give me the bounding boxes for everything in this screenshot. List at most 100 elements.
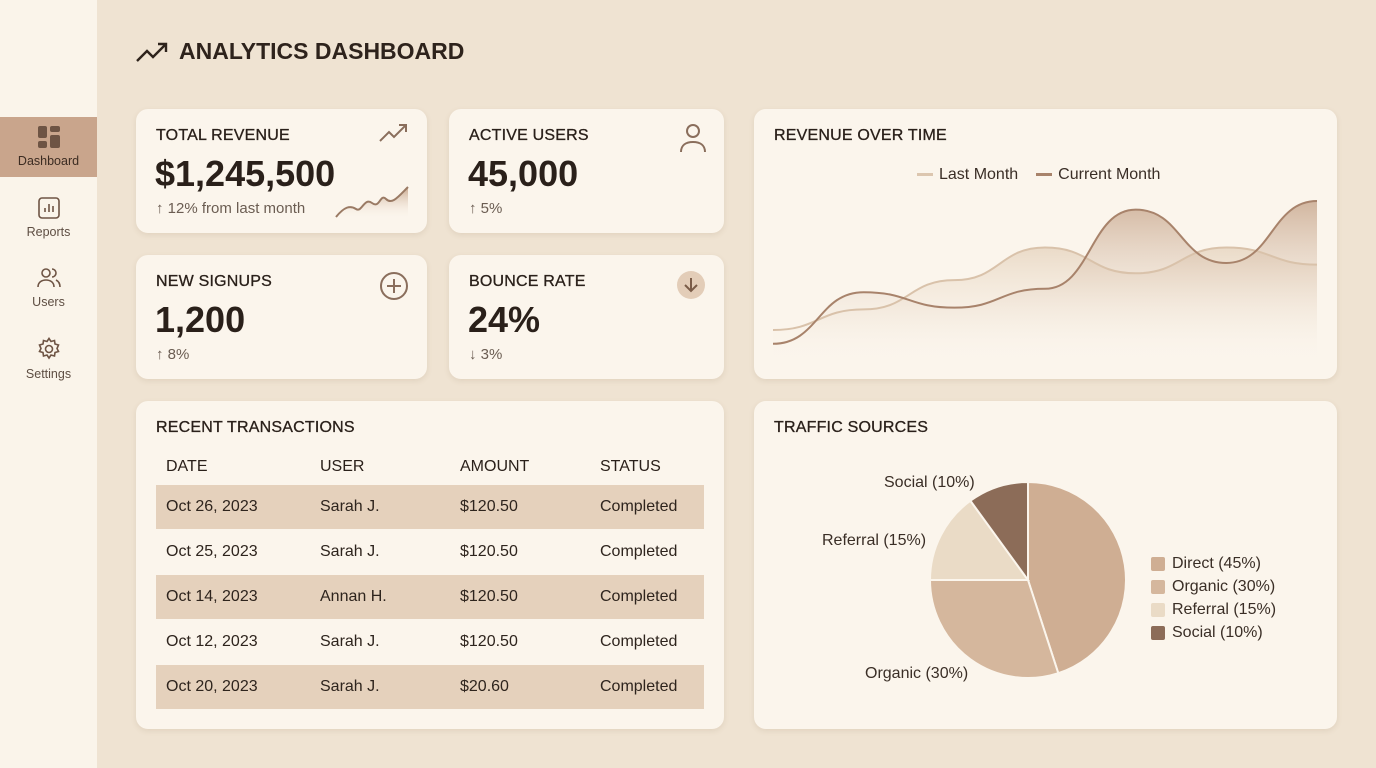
column-header-date: DATE	[166, 458, 208, 475]
cell-user: Sarah J.	[320, 543, 380, 560]
sidebar-item-label: Users	[32, 295, 65, 309]
traffic-pie-chart	[928, 480, 1127, 679]
pie-label-social: Social (10%)	[884, 474, 975, 491]
pie-slice-direct[interactable]	[1027, 480, 1127, 675]
trending-up-icon	[136, 42, 168, 62]
sidebar-item-reports[interactable]: Reports	[0, 188, 97, 248]
series-line-current-month	[772, 200, 1318, 345]
pie-legend: Direct (45%) Organic (30%) Referral (15%) S…	[1151, 552, 1276, 644]
table-row[interactable]: Oct 14, 2023 Annan H. $120.50 Completed	[156, 575, 704, 619]
column-header-status: STATUS	[600, 458, 661, 475]
sidebar: Dashboard Reports Users Settings	[0, 0, 97, 768]
cell-date: Oct 26, 2023	[166, 498, 258, 515]
legend-swatch	[1151, 625, 1165, 640]
kpi-value: 1,200	[155, 299, 246, 340]
kpi-card-total-revenue: TOTAL REVENUE $1,245,500 ↑ 12% from last…	[136, 109, 427, 233]
plus-circle-icon	[380, 272, 408, 300]
cell-amount: $120.50	[460, 588, 518, 605]
gear-icon	[37, 337, 60, 360]
pie-label-organic: Organic (30%)	[865, 665, 969, 682]
legend-item-organic: Organic (30%)	[1151, 575, 1276, 598]
chart-title: REVENUE OVER TIME	[774, 127, 947, 144]
table-row[interactable]: Oct 26, 2023 Sarah J. $120.50 Completed	[156, 485, 704, 529]
legend-item-social: Social (10%)	[1151, 621, 1276, 644]
reports-icon	[37, 197, 60, 219]
cell-user: Annan H.	[320, 588, 387, 605]
pie-label-referral: Referral (15%)	[822, 532, 927, 549]
chart-legend: Last Month Current Month	[917, 166, 1160, 184]
table-row[interactable]: Oct 12, 2023 Sarah J. $120.50 Completed	[156, 620, 704, 664]
sidebar-item-users[interactable]: Users	[0, 258, 97, 318]
sidebar-item-label: Reports	[26, 225, 71, 239]
revenue-chart-card: REVENUE OVER TIME Last Month Current Mon…	[754, 109, 1337, 379]
trending-up-icon	[379, 124, 407, 142]
cell-date: Oct 14, 2023	[166, 588, 258, 605]
sidebar-item-settings[interactable]: Settings	[0, 329, 97, 389]
table-row[interactable]: Oct 25, 2023 Sarah J. $120.50 Completed	[156, 530, 704, 574]
cell-amount: $20.60	[460, 678, 509, 695]
users-icon	[36, 268, 61, 288]
column-header-amount: AMOUNT	[460, 458, 530, 475]
cell-status: Completed	[600, 633, 678, 650]
pie-slice-social[interactable]	[969, 480, 1029, 584]
cell-user: Sarah J.	[320, 678, 380, 695]
legend-item-referral: Referral (15%)	[1151, 598, 1276, 621]
kpi-value: 24%	[468, 299, 541, 340]
series-line-last-month	[772, 246, 1318, 332]
legend-item-direct: Direct (45%)	[1151, 552, 1276, 575]
cell-date: Oct 25, 2023	[166, 543, 258, 560]
cell-date: Oct 20, 2023	[166, 678, 258, 695]
kpi-value: 45,000	[468, 153, 579, 194]
legend-label: Referral (15%)	[1172, 600, 1277, 618]
kpi-label: NEW SIGNUPS	[156, 273, 272, 290]
page-title: ANALYTICS DASHBOARD	[135, 38, 464, 65]
kpi-card-new-signups: NEW SIGNUPS 1,200 ↑ 8%	[136, 255, 427, 379]
legend-current-month: Current Month	[1036, 166, 1160, 184]
cell-amount: $120.50	[460, 498, 518, 515]
legend-swatch	[1151, 579, 1165, 594]
legend-label: Social (10%)	[1172, 623, 1263, 641]
kpi-change: ↑ 8%	[156, 346, 190, 363]
table-row[interactable]: Oct 20, 2023 Sarah J. $20.60 Completed	[156, 665, 704, 709]
kpi-value: $1,245,500	[155, 153, 336, 194]
cell-user: Sarah J.	[320, 498, 380, 515]
user-icon	[680, 124, 706, 153]
sparkline	[335, 186, 409, 219]
chart-title: TRAFFIC SOURCES	[774, 419, 929, 436]
column-header-user: USER	[320, 458, 365, 475]
kpi-change: ↑ 12% from last month	[156, 200, 306, 217]
kpi-label: BOUNCE RATE	[469, 273, 586, 290]
kpi-card-bounce-rate: BOUNCE RATE 24% ↓ 3%	[449, 255, 724, 379]
legend-label: Direct (45%)	[1172, 554, 1261, 572]
cell-status: Completed	[600, 543, 678, 560]
dashboard-icon	[37, 126, 60, 148]
sidebar-item-dashboard[interactable]: Dashboard	[0, 117, 97, 177]
cell-date: Oct 12, 2023	[166, 633, 258, 650]
kpi-card-active-users: ACTIVE USERS 45,000 ↑ 5%	[449, 109, 724, 233]
kpi-label: ACTIVE USERS	[469, 127, 589, 144]
table-title: RECENT TRANSACTIONS	[156, 419, 355, 436]
cell-user: Sarah J.	[320, 633, 380, 650]
sidebar-item-label: Dashboard	[17, 154, 80, 168]
sidebar-item-label: Settings	[25, 367, 72, 381]
cell-status: Completed	[600, 678, 678, 695]
area-fill-1	[773, 201, 1317, 361]
kpi-label: TOTAL REVENUE	[156, 127, 290, 144]
legend-last-month: Last Month	[917, 166, 1018, 184]
page-title-text: ANALYTICS DASHBOARD	[179, 38, 465, 64]
cell-status: Completed	[600, 588, 678, 605]
pie-slice-organic[interactable]	[928, 579, 1060, 679]
cell-amount: $120.50	[460, 543, 518, 560]
kpi-change: ↑ 5%	[469, 200, 503, 217]
legend-swatch	[1151, 602, 1165, 617]
traffic-sources-card: TRAFFIC SOURCES Referral (15%) Social (1…	[754, 401, 1337, 729]
cell-amount: $120.50	[460, 633, 518, 650]
legend-swatch	[1151, 556, 1165, 571]
cell-status: Completed	[600, 498, 678, 515]
revenue-area-chart	[772, 200, 1318, 361]
arrow-down-circle-icon	[677, 271, 705, 299]
transactions-card: RECENT TRANSACTIONS DATE USER AMOUNT STA…	[136, 401, 724, 729]
pie-slice-referral[interactable]	[928, 499, 1030, 581]
legend-label: Organic (30%)	[1172, 577, 1276, 595]
kpi-change: ↓ 3%	[469, 346, 503, 363]
